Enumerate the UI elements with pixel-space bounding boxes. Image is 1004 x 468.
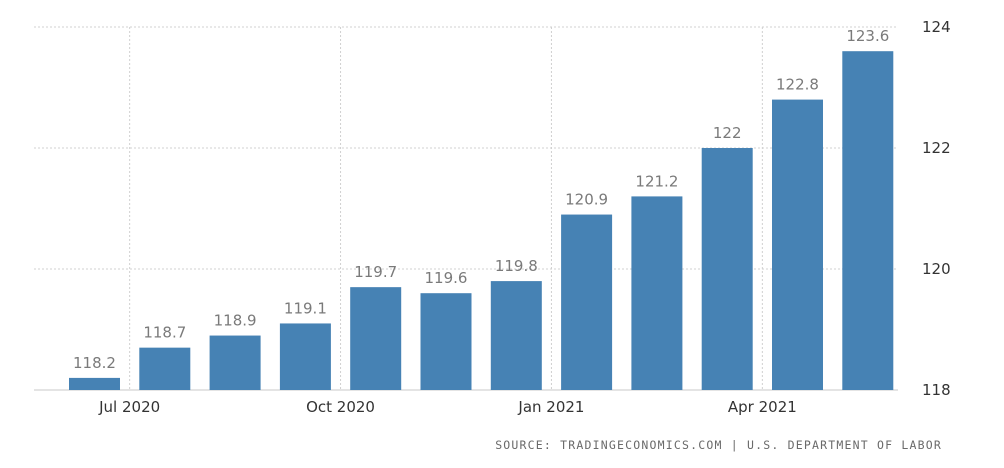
x-tick-label: Apr 2021 (728, 398, 797, 416)
bar (772, 99, 823, 390)
x-tick-label: Jan 2021 (517, 398, 584, 416)
bar (69, 377, 120, 390)
bar (279, 323, 331, 390)
data-label: 118.9 (214, 312, 257, 330)
bar (420, 293, 472, 390)
bar (701, 148, 753, 390)
x-tick-label: Oct 2020 (306, 398, 375, 416)
y-axis-ticks: 118 120 122 124 (922, 18, 951, 399)
bar (561, 214, 613, 390)
bar (350, 287, 402, 390)
bar (209, 335, 261, 390)
data-label: 118.2 (73, 354, 116, 372)
y-tick-label: 122 (922, 139, 951, 157)
x-tick-label: Jul 2020 (98, 398, 160, 416)
data-label: 118.7 (143, 324, 186, 342)
bar (842, 51, 894, 390)
bar (139, 347, 191, 390)
data-label: 122 (713, 124, 742, 142)
source-credit: SOURCE: TRADINGECONOMICS.COM | U.S. DEPA… (495, 438, 942, 452)
data-label: 121.2 (635, 172, 678, 190)
data-label: 123.6 (846, 27, 889, 45)
y-tick-label: 124 (922, 18, 951, 36)
data-label: 120.9 (565, 191, 608, 209)
data-label: 119.1 (284, 299, 327, 317)
bar (490, 281, 542, 390)
data-label: 122.8 (776, 76, 819, 94)
y-tick-label: 118 (922, 381, 951, 399)
x-axis-ticks: Jul 2020 Oct 2020 Jan 2021 Apr 2021 (98, 398, 797, 416)
data-label: 119.6 (425, 269, 468, 287)
data-label: 119.8 (495, 257, 538, 275)
bar (631, 196, 683, 390)
y-tick-label: 120 (922, 260, 951, 278)
bars (69, 51, 894, 390)
data-labels: 118.2 118.7 118.9 119.1 119.7 119.6 119.8 120.9… (73, 27, 889, 372)
data-label: 119.7 (354, 263, 397, 281)
